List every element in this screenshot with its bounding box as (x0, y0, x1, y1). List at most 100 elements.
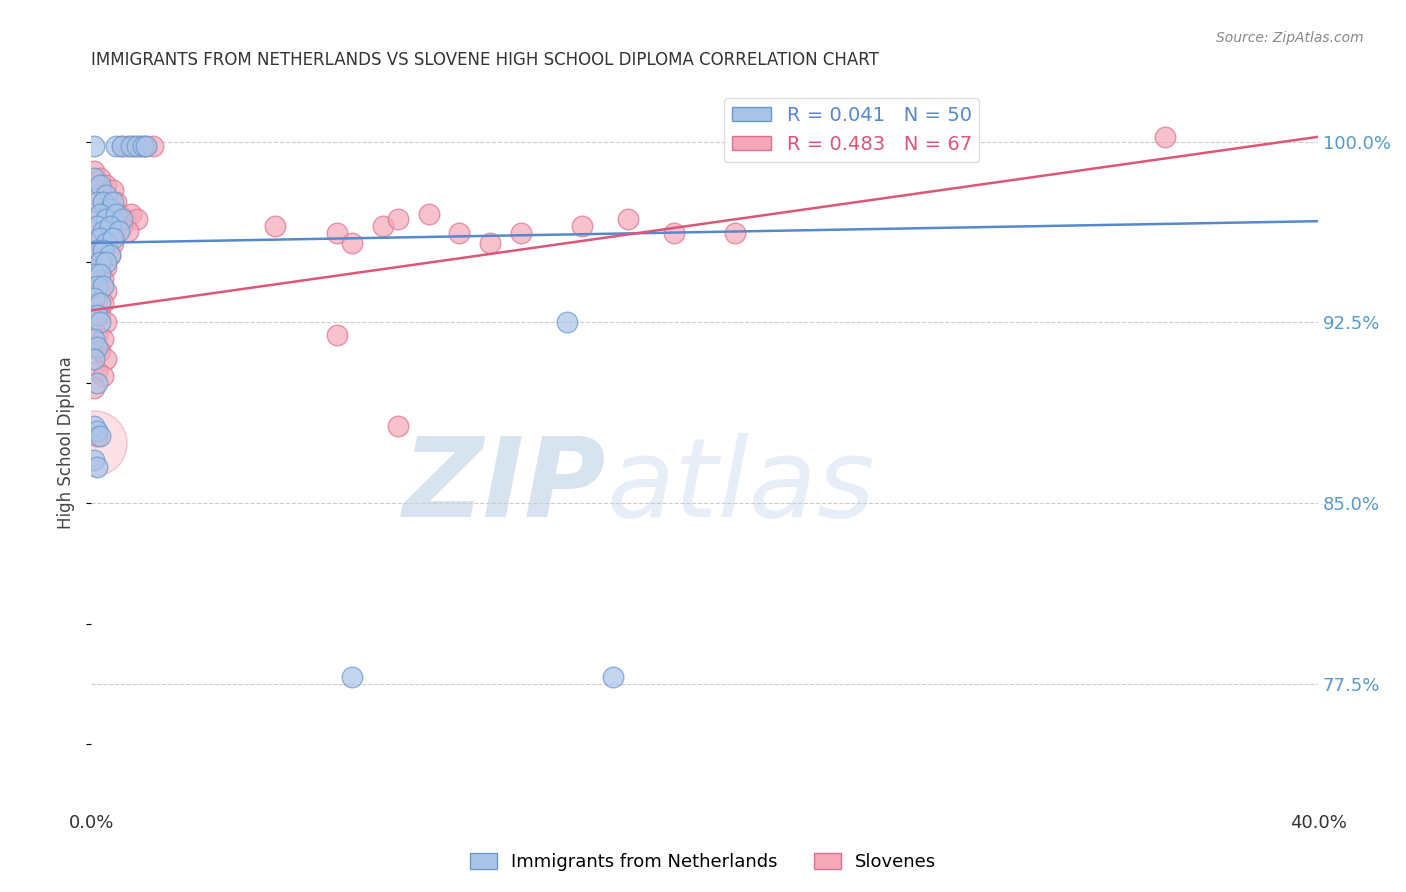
Point (89, 429, 111, 443)
Point (96, 315, 118, 329)
Point (98, 194, 121, 209)
Point (83, 267, 105, 281)
Point (120, 207, 142, 221)
Point (132, 139, 155, 153)
Legend: Immigrants from Netherlands, Slovenes: Immigrants from Netherlands, Slovenes (463, 846, 943, 879)
Point (98, 248, 121, 262)
Point (571, 219, 593, 233)
Point (98, 224, 121, 238)
Point (93, 368, 115, 383)
Point (83, 332, 105, 346)
Point (449, 226, 471, 240)
Point (135, 139, 157, 153)
Point (122, 139, 145, 153)
Point (96, 211, 118, 226)
Point (86, 194, 108, 209)
Point (662, 226, 685, 240)
Point (96, 260, 118, 274)
Point (96, 284, 118, 298)
Point (86, 219, 108, 233)
Point (141, 139, 163, 153)
Point (86, 327, 108, 342)
Point (107, 224, 129, 238)
Point (89, 207, 111, 221)
Point (107, 207, 129, 221)
Point (89, 231, 111, 245)
Point (104, 139, 127, 153)
Point (86, 296, 108, 310)
Point (418, 207, 440, 221)
Point (93, 194, 115, 209)
Text: IMMIGRANTS FROM NETHERLANDS VS SLOVENE HIGH SCHOOL DIPLOMA CORRELATION CHART: IMMIGRANTS FROM NETHERLANDS VS SLOVENE H… (91, 51, 879, 69)
Point (117, 224, 139, 238)
Point (86, 364, 108, 378)
Text: Source: ZipAtlas.com: Source: ZipAtlas.com (1216, 31, 1364, 45)
Point (96, 178, 118, 192)
Point (104, 224, 127, 238)
Point (86, 308, 108, 322)
Point (135, 139, 157, 153)
Point (89, 235, 111, 250)
Point (86, 219, 108, 233)
Point (478, 235, 501, 250)
Point (111, 219, 134, 233)
Point (555, 315, 578, 329)
Point (93, 279, 115, 293)
Point (96, 351, 118, 366)
Point (104, 207, 127, 221)
Point (127, 139, 149, 153)
Point (264, 219, 287, 233)
Point (101, 211, 124, 226)
Point (83, 436, 105, 450)
Point (89, 260, 111, 274)
Point (908, 129, 931, 144)
Point (83, 453, 105, 467)
Point (83, 380, 105, 394)
Point (96, 187, 118, 202)
Point (89, 308, 111, 322)
Text: ZIP: ZIP (404, 433, 606, 540)
Y-axis label: High School Diploma: High School Diploma (58, 357, 75, 529)
Point (83, 170, 105, 185)
Point (89, 178, 111, 192)
Point (93, 224, 115, 238)
Point (1153, 129, 1175, 144)
Point (101, 235, 124, 250)
Point (101, 183, 124, 197)
Point (86, 272, 108, 286)
Point (602, 670, 624, 684)
Point (86, 279, 108, 293)
Point (93, 296, 115, 310)
Point (114, 211, 136, 226)
Point (89, 296, 111, 310)
Point (509, 226, 531, 240)
Point (93, 224, 115, 238)
Point (104, 194, 127, 209)
Point (89, 207, 111, 221)
Point (86, 243, 108, 257)
Point (96, 235, 118, 250)
Point (340, 235, 363, 250)
Point (83, 163, 105, 178)
Point (101, 194, 124, 209)
Point (86, 429, 108, 443)
Point (93, 248, 115, 262)
Point (86, 424, 108, 438)
Point (89, 170, 111, 185)
Point (325, 327, 347, 342)
Point (89, 267, 111, 281)
Point (325, 226, 347, 240)
Point (96, 235, 118, 250)
Point (89, 344, 111, 359)
Point (93, 243, 115, 257)
Point (387, 211, 409, 226)
Point (83, 351, 105, 366)
Point (83, 419, 105, 434)
Point (86, 460, 108, 475)
Point (93, 194, 115, 209)
Point (111, 139, 134, 153)
Point (96, 255, 118, 269)
Point (93, 272, 115, 286)
Legend: R = 0.041   N = 50, R = 0.483   N = 67: R = 0.041 N = 50, R = 0.483 N = 67 (724, 98, 980, 161)
Point (89, 255, 111, 269)
